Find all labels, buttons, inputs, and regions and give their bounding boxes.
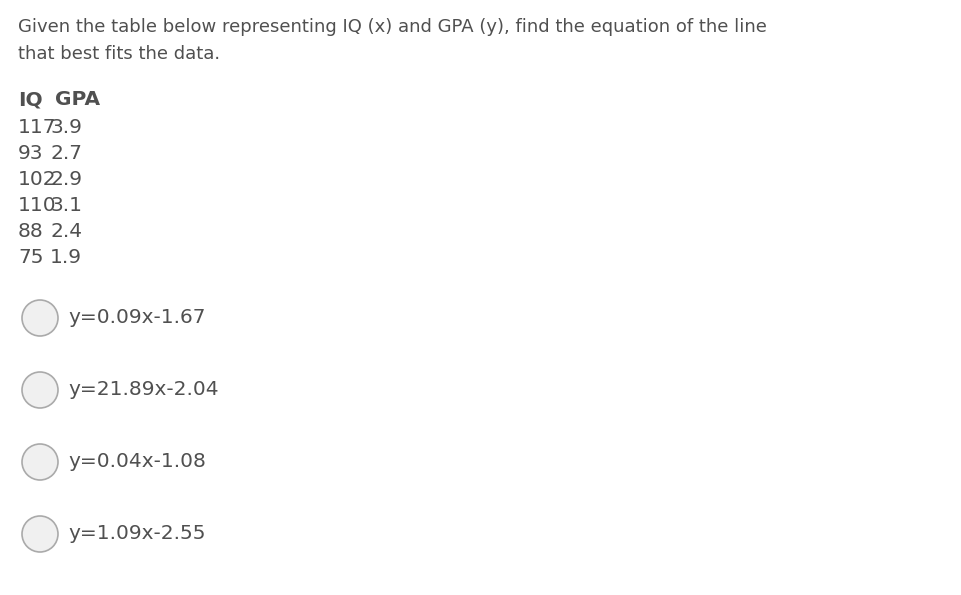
Text: 88: 88	[18, 222, 44, 241]
Text: 110: 110	[18, 196, 57, 215]
Text: y=1.09x-2.55: y=1.09x-2.55	[68, 524, 206, 543]
Text: IQ: IQ	[18, 90, 42, 109]
Text: 75: 75	[18, 248, 43, 267]
Text: 1.9: 1.9	[50, 248, 82, 267]
Text: 117: 117	[18, 118, 57, 137]
Text: 102: 102	[18, 170, 57, 189]
Text: that best fits the data.: that best fits the data.	[18, 45, 220, 63]
Ellipse shape	[22, 372, 58, 408]
Text: y=0.09x-1.67: y=0.09x-1.67	[68, 308, 206, 327]
Text: Given the table below representing IQ (x) and GPA (y), find the equation of the : Given the table below representing IQ (x…	[18, 18, 767, 36]
Ellipse shape	[22, 300, 58, 336]
Text: 2.4: 2.4	[50, 222, 82, 241]
Text: 3.9: 3.9	[50, 118, 82, 137]
Text: 2.7: 2.7	[50, 144, 82, 163]
Text: GPA: GPA	[55, 90, 100, 109]
Text: 93: 93	[18, 144, 43, 163]
Ellipse shape	[22, 516, 58, 552]
Text: y=21.89x-2.04: y=21.89x-2.04	[68, 380, 218, 399]
Ellipse shape	[22, 444, 58, 480]
Text: y=0.04x-1.08: y=0.04x-1.08	[68, 452, 206, 471]
Text: 2.9: 2.9	[50, 170, 82, 189]
Text: 3.1: 3.1	[50, 196, 82, 215]
